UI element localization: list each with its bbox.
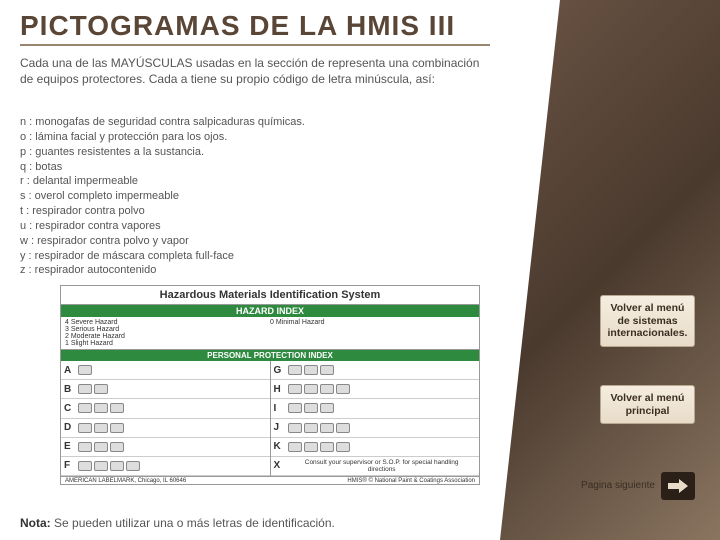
apron-icon [110, 403, 124, 413]
fullsuit-icon [320, 442, 334, 452]
list-item: n : monogafas de seguridad contra salpic… [20, 115, 480, 130]
ppi-row: E [61, 438, 270, 457]
consult-note: Consult your supervisor or S.O.P. for sp… [287, 457, 476, 475]
footer-right: HMIS® © National Paint & Coatings Associ… [347, 478, 475, 484]
boots-icon [336, 442, 350, 452]
gloves-icon [94, 384, 108, 394]
intro-paragraph: Cada una de las MAYÚSCULAS usadas en la … [20, 55, 480, 87]
gloves-icon [94, 403, 108, 413]
gloves-icon [94, 442, 108, 452]
goggles-icon [78, 403, 92, 413]
gloves-icon [304, 442, 318, 452]
vapor-respirator-icon [336, 384, 350, 394]
gloves-icon [304, 365, 318, 375]
ppi-row: I [271, 399, 480, 418]
goggles-icon [288, 365, 302, 375]
splash-goggles-icon [288, 384, 302, 394]
footer-left: AMERICAN LABELMARK, Chicago, IL 60646 [65, 478, 186, 484]
nota-text: Nota: Se pueden utilizar una o más letra… [20, 516, 335, 530]
apron-icon [320, 423, 334, 433]
gloves-icon [304, 403, 318, 413]
volver-sistemas-button[interactable]: Volver al menú de sistemas internacional… [600, 295, 695, 347]
list-item: y : respirador de máscara completa full-… [20, 249, 480, 264]
gloves-icon [94, 461, 108, 471]
hazard-level: 0 Minimal Hazard [270, 319, 475, 326]
ppi-row: C [61, 399, 270, 418]
list-item: z : respirador autocontenido [20, 263, 480, 278]
hazard-level: 1 Slight Hazard [65, 340, 270, 347]
apron-icon [110, 461, 124, 471]
next-page-button[interactable] [661, 472, 695, 500]
gloves-icon [304, 423, 318, 433]
goggles-icon [288, 403, 302, 413]
hazard-level: 3 Serious Hazard [65, 326, 270, 333]
arrow-right-icon [668, 478, 688, 494]
code-list: n : monogafas de seguridad contra salpic… [20, 115, 480, 278]
hazard-level: 2 Moderate Hazard [65, 333, 270, 340]
splash-goggles-icon [288, 423, 302, 433]
pagina-label: Pagina siguiente [581, 480, 655, 492]
list-item: p : guantes resistentes a la sustancia. [20, 145, 480, 160]
background-decoration [500, 0, 720, 540]
ppi-row: K [271, 438, 480, 457]
goggles-icon [78, 461, 92, 471]
respirator-icon [126, 461, 140, 471]
hazard-level: 4 Severe Hazard [65, 319, 270, 326]
volver-principal-button[interactable]: Volver al menú principal [600, 385, 695, 424]
goggles-icon [78, 384, 92, 394]
hazard-levels: 4 Severe Hazard 3 Serious Hazard 2 Moder… [61, 317, 479, 350]
ppi-bar: PERSONAL PROTECTION INDEX [61, 350, 479, 361]
respirator-icon [110, 442, 124, 452]
ppi-row: F [61, 457, 270, 476]
goggles-icon [78, 442, 92, 452]
list-item: u : respirador contra vapores [20, 219, 480, 234]
list-item: s : overol completo impermeable [20, 189, 480, 204]
chart-footer: AMERICAN LABELMARK, Chicago, IL 60646 HM… [61, 476, 479, 485]
hazard-index-bar: HAZARD INDEX [61, 305, 479, 317]
list-item: q : botas [20, 160, 480, 175]
apron-icon [110, 423, 124, 433]
ppi-row: B [61, 380, 270, 399]
pagina-siguiente-wrap: Pagina siguiente [581, 472, 695, 500]
ppi-row: G [271, 361, 480, 380]
list-item: w : respirador contra polvo y vapor [20, 234, 480, 249]
vapor-respirator-icon [320, 365, 334, 375]
combo-respirator-icon [320, 403, 334, 413]
ppi-row: D [61, 419, 270, 438]
ppi-row: H [271, 380, 480, 399]
gloves-icon [94, 423, 108, 433]
ppi-row: XConsult your supervisor or S.O.P. for s… [271, 457, 480, 476]
ppi-grid: A B C D E F G H I J K XConsult your supe… [61, 361, 479, 476]
apron-icon [320, 384, 334, 394]
list-item: o : lámina facial y protección para los … [20, 130, 480, 145]
faceshield-icon [78, 423, 92, 433]
hood-icon [288, 442, 302, 452]
list-item: t : respirador contra polvo [20, 204, 480, 219]
ppi-row: A [61, 361, 270, 380]
ppi-row: J [271, 419, 480, 438]
combo-respirator-icon [336, 423, 350, 433]
chart-header: Hazardous Materials Identification Syste… [61, 286, 479, 305]
list-item: r : delantal impermeable [20, 174, 480, 189]
page-title: PICTOGRAMAS DE LA HMIS III [20, 10, 490, 46]
gloves-icon [304, 384, 318, 394]
goggles-icon [78, 365, 92, 375]
hmis-chart: Hazardous Materials Identification Syste… [60, 285, 480, 485]
